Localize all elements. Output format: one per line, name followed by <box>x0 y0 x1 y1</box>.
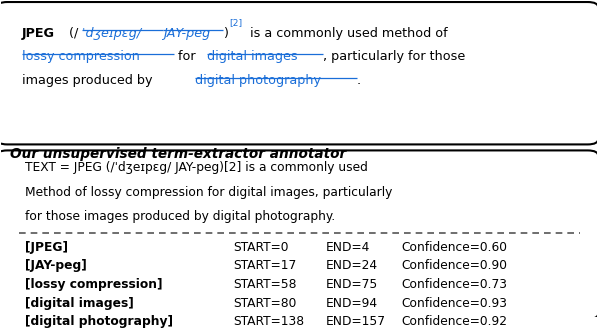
Text: images produced by: images produced by <box>22 74 157 87</box>
Text: for: for <box>173 50 199 63</box>
Text: is a commonly used method of: is a commonly used method of <box>246 27 448 40</box>
Text: ˈdʒeɪpɛg/: ˈdʒeɪpɛg/ <box>81 27 145 40</box>
Text: Confidence=0.73: Confidence=0.73 <box>401 278 507 291</box>
Text: JAY-peg: JAY-peg <box>163 27 210 40</box>
Text: START=80: START=80 <box>234 297 297 310</box>
Text: .: . <box>357 74 361 87</box>
Text: [JPEG]: [JPEG] <box>25 241 68 254</box>
Text: Confidence=0.90: Confidence=0.90 <box>401 259 507 272</box>
Text: START=0: START=0 <box>234 241 289 254</box>
Text: lossy compression: lossy compression <box>22 50 140 63</box>
Text: END=75: END=75 <box>326 278 378 291</box>
Text: Confidence=0.60: Confidence=0.60 <box>401 241 507 254</box>
Text: [digital images]: [digital images] <box>25 297 134 310</box>
Text: Confidence=0.92: Confidence=0.92 <box>401 315 507 328</box>
Text: [JAY-peg]: [JAY-peg] <box>25 259 87 272</box>
FancyBboxPatch shape <box>0 150 598 319</box>
FancyBboxPatch shape <box>0 2 598 145</box>
Text: START=138: START=138 <box>234 315 304 328</box>
Text: Confidence=0.93: Confidence=0.93 <box>401 297 507 310</box>
Text: ): ) <box>224 27 228 40</box>
Text: , particularly for those: , particularly for those <box>323 50 465 63</box>
Text: [lossy compression]: [lossy compression] <box>25 278 163 291</box>
Text: END=24: END=24 <box>326 259 378 272</box>
Text: END=4: END=4 <box>326 241 370 254</box>
Text: (/: (/ <box>65 27 78 40</box>
Text: Method of lossy compression for digital images, particularly: Method of lossy compression for digital … <box>25 186 392 199</box>
Text: START=17: START=17 <box>234 259 297 272</box>
Text: [digital photography]: [digital photography] <box>25 315 173 328</box>
Text: [2]: [2] <box>230 18 243 27</box>
Text: JPEG: JPEG <box>22 27 55 40</box>
Text: Our unsupervised term-extractor annotator: Our unsupervised term-extractor annotato… <box>10 147 347 161</box>
Text: START=58: START=58 <box>234 278 297 291</box>
Text: END=94: END=94 <box>326 297 378 310</box>
Text: digital photography: digital photography <box>195 74 321 87</box>
Text: for those images produced by digital photography.: for those images produced by digital pho… <box>25 210 335 223</box>
Text: END=157: END=157 <box>326 315 386 328</box>
Text: TEXT = JPEG (/ˈdʒeɪpɛg/ JAY-peg)[2] is a commonly used: TEXT = JPEG (/ˈdʒeɪpɛg/ JAY-peg)[2] is a… <box>25 161 368 175</box>
Text: digital images: digital images <box>206 50 297 63</box>
